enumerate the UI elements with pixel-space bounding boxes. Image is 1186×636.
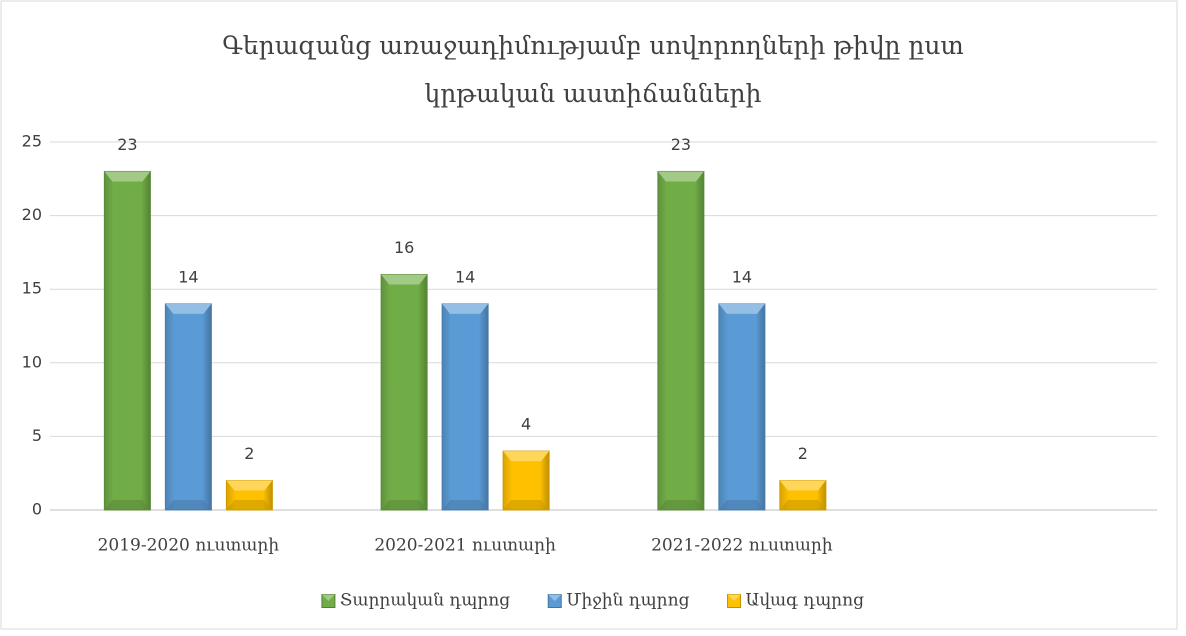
x-tick-label: 2020-2021 ուստարի xyxy=(374,536,556,556)
bar-bevel xyxy=(503,500,550,510)
bar-bevel xyxy=(226,500,273,510)
bar-bevel xyxy=(718,500,765,510)
data-label: 23 xyxy=(671,135,691,154)
bar-bevel xyxy=(779,500,826,510)
bar-bevel xyxy=(165,303,212,314)
chart-title: Գերազանց առաջադիմությամբ սովորողների թիվ… xyxy=(222,31,963,108)
legend-label: Ավագ դպրոց xyxy=(746,591,865,611)
bar-bevel xyxy=(165,500,212,510)
y-tick-label: 25 xyxy=(22,132,42,151)
bar-bevel xyxy=(779,480,826,491)
legend-bevel xyxy=(321,594,335,601)
bar xyxy=(164,303,212,511)
bar xyxy=(103,170,151,511)
legend-bevel xyxy=(548,594,562,601)
data-label: 16 xyxy=(394,238,414,257)
data-label: 23 xyxy=(117,135,137,154)
legend-label: Միջին դպրոց xyxy=(566,591,689,611)
bar-bevel xyxy=(104,171,151,182)
bar xyxy=(718,303,766,511)
bar xyxy=(441,303,489,511)
y-tick-label: 0 xyxy=(32,500,42,519)
data-label: 2 xyxy=(798,444,808,463)
data-label: 4 xyxy=(521,415,531,434)
x-tick-label: 2021-2022 ուստարի xyxy=(651,536,833,556)
title-line: կրթական աստիճանների xyxy=(425,79,762,108)
data-label: 14 xyxy=(455,267,475,286)
bar xyxy=(657,170,705,511)
bar-bevel xyxy=(226,480,273,491)
bar-bevel xyxy=(381,274,428,285)
bar-bevel xyxy=(381,500,428,510)
bar-bevel xyxy=(503,451,550,462)
title-line: Գերազանց առաջադիմությամբ սովորողների թիվ… xyxy=(222,31,963,60)
bar-bevel xyxy=(718,303,765,314)
y-tick-label: 5 xyxy=(32,426,42,445)
bar-bevel xyxy=(442,500,489,510)
data-label: 2 xyxy=(244,444,254,463)
data-label: 14 xyxy=(732,267,752,286)
y-tick-label: 20 xyxy=(22,205,42,224)
y-tick-label: 15 xyxy=(22,279,42,298)
bar-bevel xyxy=(657,171,704,182)
legend-bevel xyxy=(727,594,741,601)
legend-label: Տարրական դպրոց xyxy=(340,591,510,611)
bar xyxy=(380,273,428,511)
data-label: 14 xyxy=(178,267,198,286)
x-tick-label: 2019-2020 ուստարի xyxy=(98,536,280,556)
y-tick-label: 10 xyxy=(22,352,42,371)
bar-bevel xyxy=(104,500,151,510)
bar-bevel xyxy=(442,303,489,314)
bar-bevel xyxy=(657,500,704,510)
